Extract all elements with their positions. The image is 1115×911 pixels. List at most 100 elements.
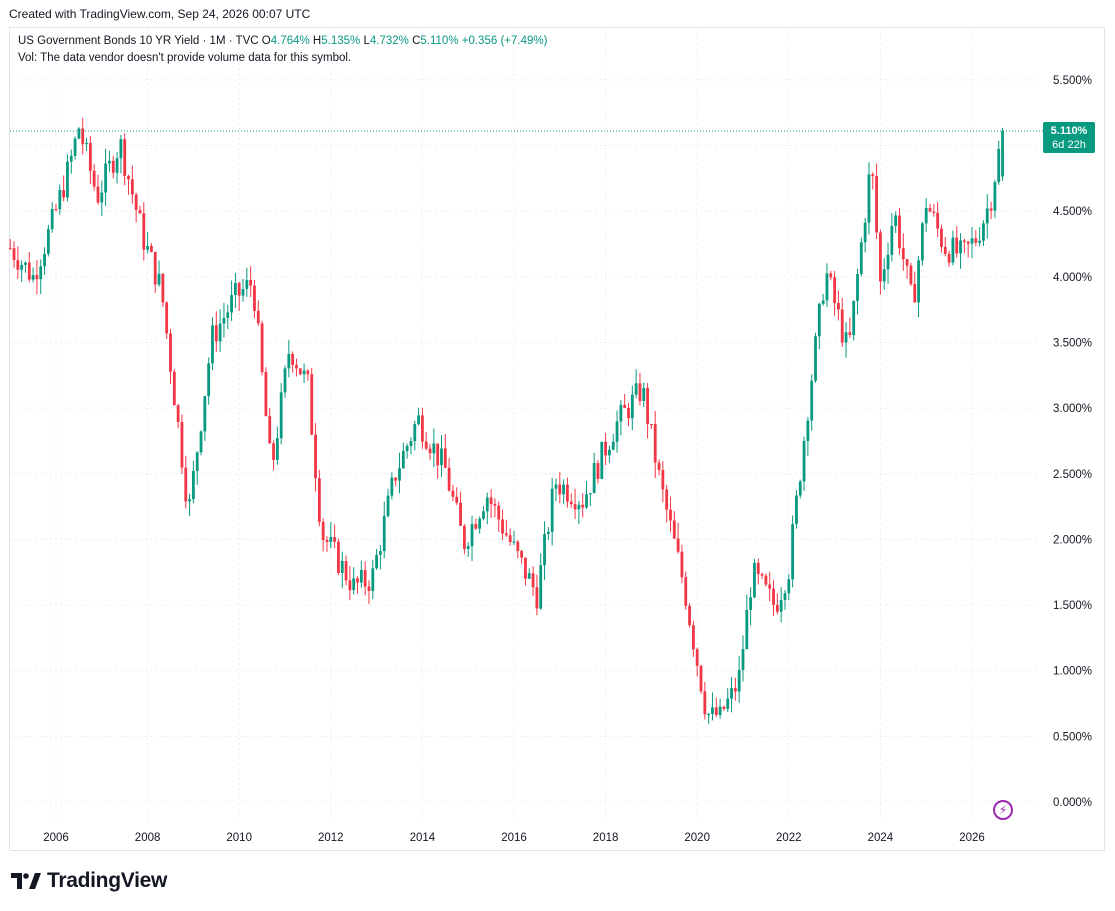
candle-body[interactable]	[848, 332, 852, 336]
candle-body[interactable]	[669, 509, 672, 521]
candle-body[interactable]	[604, 441, 607, 456]
candle-body[interactable]	[959, 240, 962, 254]
candle-body[interactable]	[451, 490, 455, 497]
candle-body[interactable]	[901, 248, 905, 260]
candle-body[interactable]	[520, 550, 524, 558]
candle-body[interactable]	[291, 354, 295, 365]
candle-body[interactable]	[825, 273, 829, 301]
candle-body[interactable]	[516, 541, 520, 551]
candle-body[interactable]	[421, 415, 424, 442]
candle-body[interactable]	[680, 551, 684, 578]
candle-body[interactable]	[54, 209, 58, 211]
candle-body[interactable]	[569, 501, 573, 505]
candle-body[interactable]	[779, 600, 783, 612]
candle-body[interactable]	[165, 302, 169, 334]
candle-body[interactable]	[924, 208, 928, 224]
candle-body[interactable]	[982, 223, 985, 241]
candle-body[interactable]	[199, 431, 203, 453]
candle-body[interactable]	[447, 467, 451, 491]
candle-body[interactable]	[436, 443, 440, 466]
candle-body[interactable]	[46, 229, 50, 254]
candle-body[interactable]	[749, 597, 753, 610]
candle-body[interactable]	[279, 392, 283, 439]
candle-body[interactable]	[153, 251, 157, 285]
candle-body[interactable]	[753, 562, 756, 598]
candle-body[interactable]	[676, 538, 680, 552]
candle-body[interactable]	[314, 434, 317, 479]
candle-body[interactable]	[833, 277, 836, 304]
candle-body[interactable]	[459, 502, 462, 526]
candle-body[interactable]	[920, 223, 924, 261]
candle-body[interactable]	[997, 148, 1001, 183]
candle-body[interactable]	[741, 649, 745, 671]
candle-body[interactable]	[218, 323, 222, 342]
candle-body[interactable]	[764, 575, 768, 585]
candle-body[interactable]	[241, 288, 245, 296]
candle-body[interactable]	[287, 354, 291, 369]
candle-body[interactable]	[978, 240, 982, 243]
lightning-icon[interactable]: ⚡	[993, 800, 1013, 820]
candle-body[interactable]	[615, 421, 619, 442]
candle-body[interactable]	[730, 688, 733, 699]
candle-body[interactable]	[123, 139, 127, 177]
candle-body[interactable]	[184, 467, 188, 502]
candle-body[interactable]	[688, 606, 691, 626]
candle-body[interactable]	[871, 174, 875, 177]
candle-body[interactable]	[489, 497, 493, 504]
candle-body[interactable]	[817, 303, 821, 337]
candle-body[interactable]	[127, 176, 130, 180]
candle-body[interactable]	[642, 387, 646, 401]
candle-body[interactable]	[180, 421, 184, 468]
candle-body[interactable]	[58, 190, 62, 210]
candle-body[interactable]	[932, 211, 936, 213]
candle-body[interactable]	[394, 477, 398, 481]
candle-body[interactable]	[1001, 131, 1004, 177]
candle-body[interactable]	[657, 462, 661, 470]
candle-body[interactable]	[989, 208, 993, 211]
candle-body[interactable]	[104, 163, 108, 193]
candle-body[interactable]	[100, 192, 104, 203]
candle-body[interactable]	[726, 698, 730, 709]
candle-body[interactable]	[703, 691, 707, 715]
candle-body[interactable]	[379, 551, 382, 555]
candle-body[interactable]	[268, 416, 272, 444]
candle-body[interactable]	[531, 573, 535, 588]
candle-body[interactable]	[936, 212, 940, 229]
candle-body[interactable]	[161, 273, 165, 303]
candle-body[interactable]	[840, 309, 844, 343]
candle-body[interactable]	[16, 260, 20, 270]
candle-body[interactable]	[260, 323, 264, 373]
candle-body[interactable]	[787, 579, 791, 594]
candle-body[interactable]	[940, 228, 943, 247]
candle-body[interactable]	[867, 174, 871, 223]
candle-body[interactable]	[802, 441, 806, 482]
candle-body[interactable]	[283, 368, 287, 393]
candle-body[interactable]	[573, 504, 577, 510]
candle-body[interactable]	[661, 469, 665, 490]
candle-body[interactable]	[253, 285, 256, 311]
candle-body[interactable]	[684, 577, 688, 607]
candle-body[interactable]	[943, 246, 947, 255]
candle-body[interactable]	[879, 232, 882, 282]
candle-body[interactable]	[898, 215, 901, 249]
candle-body[interactable]	[115, 158, 119, 173]
candle-body[interactable]	[96, 186, 100, 203]
candle-body[interactable]	[974, 238, 978, 243]
candle-body[interactable]	[562, 484, 566, 495]
candle-body[interactable]	[226, 312, 230, 319]
candle-body[interactable]	[837, 303, 840, 310]
candle-body[interactable]	[150, 245, 153, 252]
candle-body[interactable]	[859, 242, 863, 274]
candle-body[interactable]	[539, 565, 543, 609]
candle-body[interactable]	[493, 503, 497, 506]
candle-body[interactable]	[474, 524, 478, 529]
candle-body[interactable]	[928, 208, 932, 212]
candle-body[interactable]	[722, 706, 726, 709]
candle-body[interactable]	[985, 208, 989, 224]
candle-body[interactable]	[249, 280, 253, 286]
candle-body[interactable]	[470, 524, 474, 547]
candle-body[interactable]	[371, 568, 375, 591]
candle-body[interactable]	[176, 405, 180, 422]
candle-body[interactable]	[798, 481, 802, 496]
candle-body[interactable]	[222, 318, 226, 324]
